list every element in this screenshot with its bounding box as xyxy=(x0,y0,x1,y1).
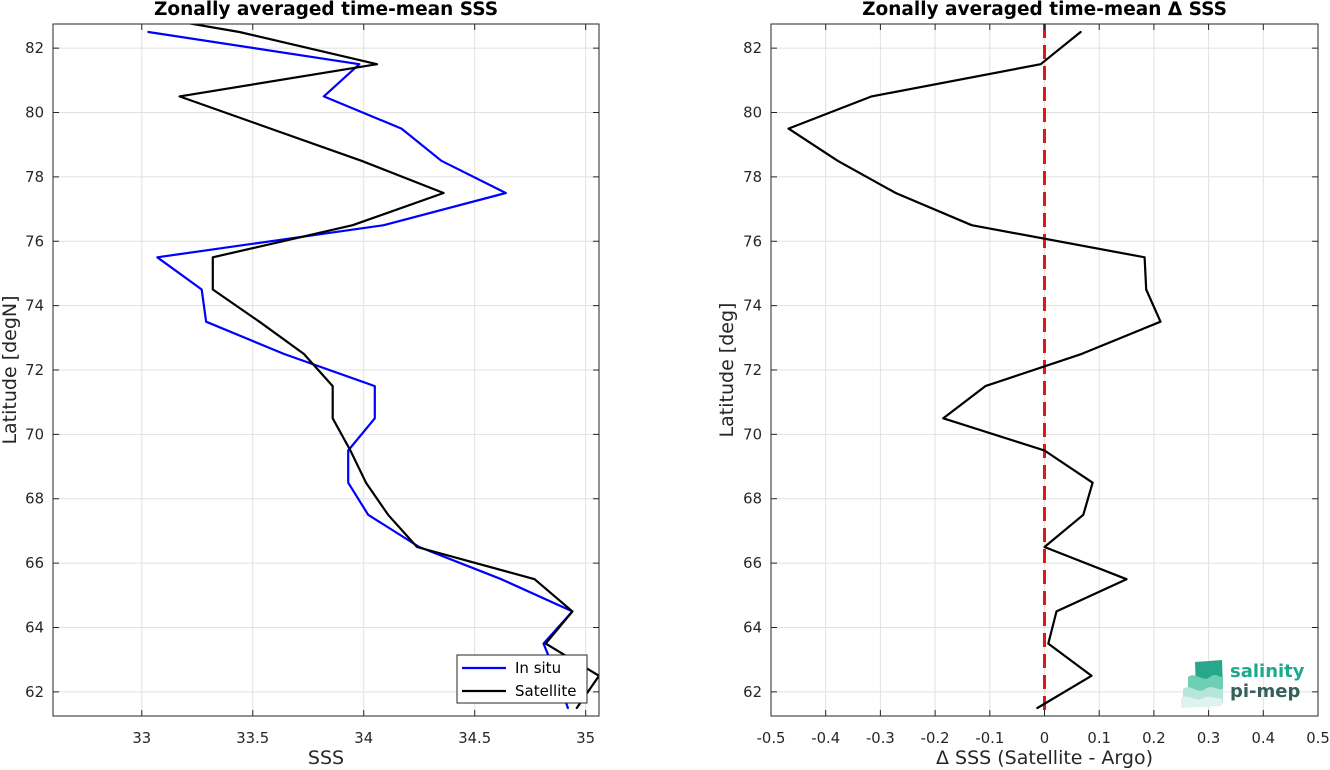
right-y-tick-label: 64 xyxy=(743,619,762,636)
legend-satellite-label: Satellite xyxy=(515,682,576,700)
left-axes: 33 33.5 34 34.5 35 62 64 66 68 70 72 74 76 78 80 82 xyxy=(25,23,600,747)
right-x-tick-label: -0.3 xyxy=(866,730,895,747)
left-plot-data xyxy=(147,24,599,710)
left-x-tick-label: 34.5 xyxy=(458,730,491,747)
right-x-tick-label: 0.5 xyxy=(1306,730,1330,747)
left-chart: Zonally averaged time-mean SSS 33 33.5 34 3… xyxy=(0,0,600,769)
left-y-tick-label: 64 xyxy=(25,619,44,636)
left-chart-title: Zonally averaged time-mean SSS xyxy=(154,0,498,20)
left-x-tick-label: 33.5 xyxy=(236,730,269,747)
left-y-tick-label: 68 xyxy=(25,491,44,508)
right-y-tick-label: 78 xyxy=(743,169,762,186)
left-y-tick-label: 74 xyxy=(25,298,44,315)
right-x-axis-label: Δ SSS (Satellite - Argo) xyxy=(936,747,1153,769)
left-y-tick-label: 78 xyxy=(25,169,44,186)
logo-text-pi-mep: pi-mep xyxy=(1230,681,1300,702)
right-y-tick-label: 68 xyxy=(743,491,762,508)
left-y-tick-label: 70 xyxy=(25,426,44,443)
left-y-tick-label: 80 xyxy=(25,105,44,122)
in-situ-series-line xyxy=(147,30,574,710)
salinity-pi-mep-logo: salinity pi-mep xyxy=(1181,660,1305,708)
right-chart: Zonally averaged time-mean Δ SSS -0.5 -0.… xyxy=(716,0,1330,769)
logo-text-salinity: salinity xyxy=(1230,661,1305,682)
right-x-tick-label: 0 xyxy=(1040,730,1049,747)
logo-wave-icon xyxy=(1181,660,1223,708)
satellite-series-line xyxy=(178,24,599,710)
right-y-tick-label: 80 xyxy=(743,105,762,122)
right-axes: -0.5 -0.4 -0.3 -0.2 -0.1 0 0.1 0.2 0.3 0.4 0.5 62 64… xyxy=(743,23,1330,747)
left-y-tick-label: 66 xyxy=(25,555,44,572)
right-x-tick-label: -0.1 xyxy=(975,730,1004,747)
left-y-tick-label: 82 xyxy=(25,40,44,57)
right-x-tick-label: 0.3 xyxy=(1197,730,1221,747)
right-y-tick-label: 70 xyxy=(743,426,762,443)
left-y-tick-label: 76 xyxy=(25,233,44,250)
right-plot-data xyxy=(787,24,1162,716)
left-y-tick-label: 72 xyxy=(25,362,44,379)
right-y-tick-label: 66 xyxy=(743,555,762,572)
right-y-tick-label: 72 xyxy=(743,362,762,379)
left-y-tick-label: 62 xyxy=(25,684,44,701)
left-y-axis-label: Latitude [degN] xyxy=(0,295,21,444)
left-x-tick-label: 35 xyxy=(576,730,595,747)
left-x-tick-label: 34 xyxy=(354,730,373,747)
right-x-tick-label: 0.1 xyxy=(1087,730,1111,747)
delta-sss-series-line xyxy=(787,30,1162,710)
right-y-tick-label: 76 xyxy=(743,233,762,250)
legend: In situ Satellite xyxy=(456,654,588,704)
left-x-axis-label: SSS xyxy=(308,747,344,769)
right-y-axis-label: Latitude [deg] xyxy=(716,303,738,438)
right-y-tick-label: 74 xyxy=(743,298,762,315)
right-x-tick-label: 0.2 xyxy=(1142,730,1166,747)
left-x-tick-label: 33 xyxy=(132,730,151,747)
legend-box xyxy=(456,654,588,704)
right-x-tick-label: -0.4 xyxy=(811,730,840,747)
right-x-tick-label: 0.4 xyxy=(1252,730,1276,747)
right-chart-title: Zonally averaged time-mean Δ SSS xyxy=(862,0,1227,20)
logo-icon-layer xyxy=(1181,696,1222,708)
right-x-tick-label: -0.5 xyxy=(757,730,786,747)
right-y-tick-label: 62 xyxy=(743,684,762,701)
right-y-tick-label: 82 xyxy=(743,40,762,57)
legend-in-situ-label: In situ xyxy=(515,659,561,677)
right-x-tick-label: -0.2 xyxy=(921,730,950,747)
